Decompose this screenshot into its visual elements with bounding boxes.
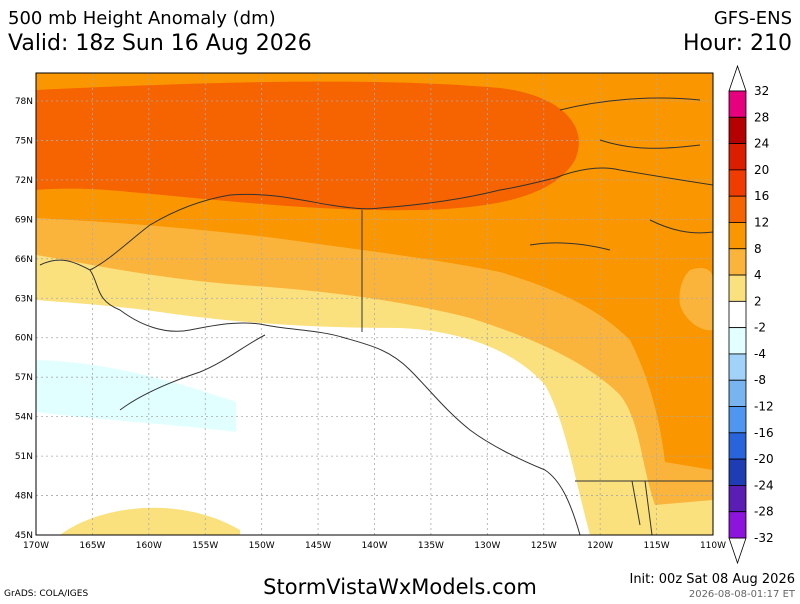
colorbar-label: 24 (754, 137, 769, 151)
lon-label: 135W (418, 541, 444, 551)
coast-islands (529, 97, 713, 251)
lat-label: 78N (15, 97, 33, 107)
lon-label: 125W (531, 541, 557, 551)
shade-dark-orange (36, 81, 579, 211)
colorbar-label: -32 (754, 531, 774, 545)
timestamp: 2026-08-08-01:17 ET (689, 589, 796, 600)
lon-label: 145W (305, 541, 331, 551)
lat-label: 54N (15, 413, 33, 423)
lat-label: 45N (15, 531, 33, 541)
colorbar-label: 12 (754, 215, 769, 229)
colorbar-label: -8 (754, 373, 766, 387)
colorbar: 32 28 24 20 16 12 8 4 2 -2 -4 -8 -12 -16 -20 -24 -28 -32 (728, 64, 774, 565)
map-frame (35, 72, 714, 536)
colorbar-label: 16 (754, 189, 769, 203)
forecast-hour: Hour: 210 (683, 31, 792, 56)
colorbar-swatch (728, 353, 747, 381)
colorbar-swatch (728, 458, 747, 486)
lon-label: 155W (192, 541, 218, 551)
lon-label: 150W (249, 541, 275, 551)
colorbar-label: -24 (754, 478, 774, 492)
colorbar-swatch (728, 222, 747, 250)
colorbar-cap-bottom (728, 537, 747, 565)
shade-light-orange-ne (679, 268, 713, 331)
lat-label: 72N (15, 176, 33, 186)
colorbar-swatch (728, 195, 747, 223)
lat-label: 51N (15, 452, 33, 462)
lon-label: 120W (587, 541, 613, 551)
coast-south (39, 259, 581, 535)
colorbar-label: 2 (754, 294, 762, 308)
credit: GrADS: COLA/IGES (4, 589, 88, 599)
coast-peninsula (119, 334, 266, 411)
colorbar-swatch (728, 432, 747, 460)
lat-label: 48N (15, 492, 33, 502)
lon-label: 165W (79, 541, 105, 551)
lon-label: 130W (474, 541, 500, 551)
colorbar-label: 20 (754, 163, 769, 177)
init-time: Init: 00z Sat 08 Aug 2026 (629, 572, 795, 587)
lat-label: 63N (15, 294, 33, 304)
colorbar-swatch (728, 379, 747, 407)
colorbar-swatch (728, 327, 747, 355)
colorbar-label: -28 (754, 505, 774, 519)
colorbar-label: -12 (754, 400, 774, 414)
model: GFS-ENS (714, 8, 792, 29)
colorbar-label: 32 (754, 84, 769, 98)
lon-label: 170W (23, 541, 49, 551)
shade-yellow-sw (60, 507, 240, 535)
colorbar-label: -2 (754, 321, 766, 335)
lon-label: 110W (700, 541, 726, 551)
colorbar-label: 4 (754, 268, 762, 282)
colorbar-swatch (728, 90, 747, 118)
coast-arctic (89, 167, 713, 271)
lon-label: 140W (361, 541, 387, 551)
title: 500 mb Height Anomaly (dm) (8, 8, 276, 29)
colorbar-swatch (728, 485, 747, 513)
colorbar-label: -20 (754, 452, 774, 466)
colorbar-swatch (728, 143, 747, 171)
colorbar-swatch (728, 274, 747, 302)
border-us (575, 480, 713, 535)
colorbar-swatch (728, 300, 747, 329)
lon-label: 160W (136, 541, 162, 551)
coastlines (39, 97, 713, 535)
lat-label: 60N (15, 334, 33, 344)
colorbar-label: -16 (754, 426, 774, 440)
colorbar-label: 8 (754, 242, 762, 256)
colorbar-swatch (728, 169, 747, 197)
colorbar-cap-top (728, 64, 747, 92)
lat-label: 75N (15, 136, 33, 146)
shade-cyan (36, 360, 236, 432)
colorbar-label: 28 (754, 110, 769, 124)
lat-label: 69N (15, 215, 33, 225)
colorbar-swatch (728, 406, 747, 434)
lat-label: 57N (15, 373, 33, 383)
colorbar-label: -4 (754, 347, 766, 361)
graticule (36, 73, 713, 535)
valid-time: Valid: 18z Sun 16 Aug 2026 (8, 31, 312, 56)
site: StormVistaWxModels.com (263, 575, 537, 599)
colorbar-swatch (728, 248, 747, 276)
lon-label: 115W (644, 541, 670, 551)
colorbar-swatch (728, 116, 747, 144)
colorbar-swatch (728, 511, 747, 539)
lat-label: 66N (15, 255, 33, 265)
